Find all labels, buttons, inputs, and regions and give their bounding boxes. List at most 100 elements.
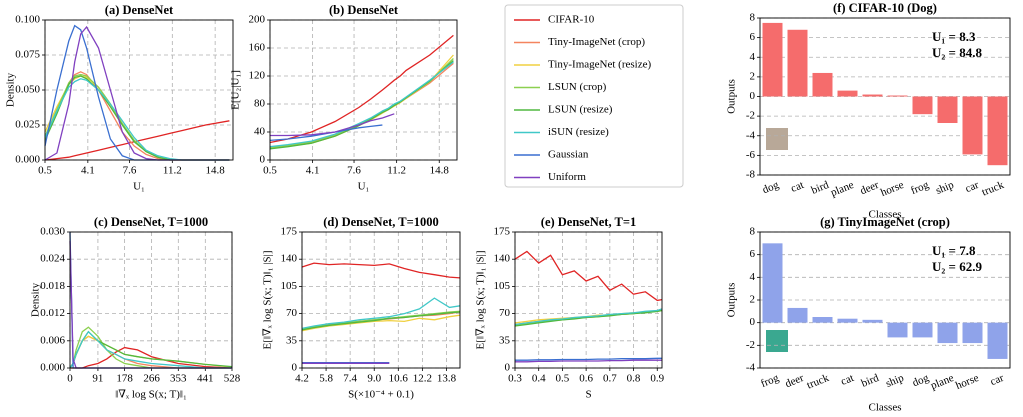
y-tick-label: 105 (281, 280, 298, 292)
bar (812, 72, 833, 97)
y-tick-label: 0.050 (15, 84, 40, 96)
legend-label: Tiny-ImageNet (crop) (548, 36, 645, 48)
series-line (514, 308, 663, 326)
bar (862, 94, 883, 97)
legend-label: LSUN (crop) (548, 81, 607, 93)
legend-label: Tiny-ImageNet (resize) (548, 59, 651, 71)
x-tick-label: 0.5 (263, 165, 277, 177)
x-tick-label: 0.9 (650, 373, 664, 385)
x-tick-label: 266 (143, 373, 160, 385)
y-tick-label: 0.100 (15, 14, 40, 26)
series-line (44, 120, 230, 161)
bar (762, 243, 783, 323)
axes-frame (269, 19, 458, 161)
bar (787, 29, 808, 97)
series-line (515, 357, 662, 361)
x-tick-label: 7.6 (123, 165, 137, 177)
axes-frame (301, 231, 461, 369)
y-tick-label: 0.025 (15, 119, 40, 131)
chart-title: (c) DenseNet, T=1000 (94, 215, 208, 229)
x-tick-label: 13.8 (437, 373, 457, 385)
y-tick-label: 0.075 (15, 49, 40, 61)
x-tick-label: 11.2 (387, 165, 406, 177)
x-tick-label: 11.2 (163, 165, 182, 177)
y-axis-label: E[‖∇ₓ log S(x; T)‖₁ |S|] (475, 250, 487, 349)
y-tick-label: 4 (750, 271, 756, 283)
bar (987, 322, 1008, 359)
x-tick-label: 178 (116, 373, 133, 385)
axes-frame (759, 231, 1011, 369)
x-tick-label: 10.6 (389, 373, 409, 385)
x-tick-label: cat (839, 372, 855, 388)
y-tick-label: 175 (281, 226, 298, 238)
annotation: U₂ = 84.8 (932, 45, 982, 60)
x-tick-label: 353 (170, 373, 187, 385)
bar (887, 322, 908, 338)
bar (962, 96, 983, 155)
series-line (301, 311, 461, 331)
y-tick-label: 80 (254, 98, 266, 110)
x-tick-label: 441 (197, 373, 214, 385)
y-tick-label: 0 (292, 362, 298, 374)
y-tick-label: 4 (750, 51, 756, 63)
y-tick-label: -6 (746, 149, 756, 161)
x-axis-label: Classes (869, 402, 902, 414)
x-axis-label: S(×10⁻⁴ + 0.1) (348, 389, 414, 401)
y-tick-label: 0 (505, 362, 511, 374)
x-tick-label: 14.8 (206, 165, 226, 177)
legend-label: LSUN (resize) (548, 104, 613, 116)
chart-title: (d) DenseNet, T=1000 (323, 215, 439, 229)
thumbnail-frog (766, 330, 788, 352)
bar (937, 322, 958, 344)
y-axis-label: E[U₂|U₁] (230, 70, 242, 110)
bar (862, 319, 883, 323)
x-tick-label: 0.4 (532, 373, 546, 385)
series-line (301, 297, 461, 330)
x-axis-label: U₁ (133, 181, 145, 193)
y-tick-label: 0.000 (15, 154, 40, 166)
chart-title: (e) DenseNet, T=1 (541, 215, 636, 229)
y-tick-label: 140 (281, 253, 298, 265)
y-tick-label: 175 (494, 226, 511, 238)
x-tick-label: car (964, 179, 981, 195)
series-line (69, 330, 232, 369)
y-tick-label: -8 (746, 169, 756, 181)
series-line (514, 250, 663, 302)
y-axis-label: Density (5, 72, 17, 107)
bar (812, 317, 833, 323)
y-axis-label: Density (30, 282, 42, 317)
y-tick-label: 140 (494, 253, 511, 265)
y-tick-label: 0.018 (40, 280, 65, 292)
bar (837, 90, 858, 97)
series-line (269, 61, 454, 148)
x-tick-label: cat (789, 179, 805, 195)
bar (987, 96, 1008, 166)
bar (962, 322, 983, 344)
x-tick-label: 0.8 (627, 373, 641, 385)
x-tick-label: 4.2 (295, 373, 309, 385)
axes-frame (514, 231, 663, 369)
legend-box (504, 4, 684, 188)
x-tick-label: 0.5 (556, 373, 570, 385)
legend-label: CIFAR-10 (548, 14, 595, 26)
y-tick-label: 70 (286, 307, 298, 319)
legend-label: Uniform (548, 171, 586, 183)
x-tick-label: 4.1 (81, 165, 95, 177)
x-tick-label: 91 (92, 373, 103, 385)
series-line (269, 34, 454, 144)
bar (837, 318, 858, 323)
legend-label: iSUN (resize) (548, 126, 609, 138)
y-axis-label: E[‖∇ₓ log S(x; T)‖₁ |S|] (262, 250, 274, 349)
bar (937, 96, 958, 123)
y-tick-label: 40 (254, 126, 266, 138)
y-tick-label: 0.006 (40, 334, 65, 346)
series-line (301, 314, 461, 332)
axes-frame (759, 17, 1011, 176)
y-tick-label: 8 (750, 226, 756, 238)
y-tick-label: 8 (750, 12, 756, 24)
y-axis-label: Outputs (726, 79, 738, 114)
bar (762, 22, 783, 97)
x-tick-label: 4.1 (306, 165, 320, 177)
x-tick-label: 14.8 (430, 165, 450, 177)
